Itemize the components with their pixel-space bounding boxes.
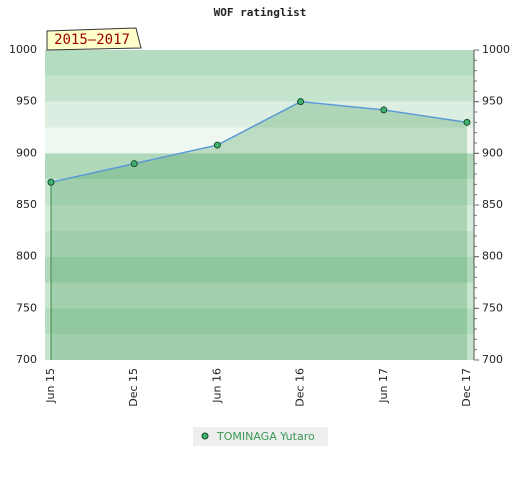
area (51, 101, 467, 361)
band (45, 179, 474, 205)
y-tick-label: 850 (16, 198, 37, 211)
marker (463, 118, 471, 126)
y2-tick-label: 950 (482, 95, 503, 108)
marker (380, 106, 388, 114)
line (50, 100, 468, 183)
y-tick-label: 750 (16, 301, 37, 314)
band (45, 127, 474, 154)
x-tick-label: Jun 15 (44, 368, 57, 404)
y2-tick-label: 900 (482, 146, 503, 159)
legend-box (193, 427, 328, 446)
marker (213, 141, 221, 149)
band (45, 282, 474, 309)
x-tick-label: Dec 17 (460, 368, 473, 407)
x-tick-label: Dec 16 (294, 368, 307, 407)
band (45, 153, 474, 180)
y-tick-label: 1000 (9, 43, 37, 56)
y-tick-label: 800 (16, 250, 37, 263)
band (45, 230, 474, 257)
band (45, 334, 474, 360)
band (45, 308, 474, 335)
y2-tick-label: 1000 (482, 43, 510, 56)
annotation-box (46, 27, 142, 51)
band (45, 75, 474, 102)
band (45, 205, 474, 231)
x-tick-label: Jun 17 (377, 368, 390, 404)
y2-tick-label: 800 (482, 250, 503, 263)
chart-title: WOF ratinglist (214, 6, 307, 19)
marker (130, 160, 138, 168)
marker (47, 178, 55, 186)
annotation: 2015–2017 (54, 32, 130, 48)
legend-label: TOMINAGA Yutaro (216, 430, 315, 443)
band (45, 256, 474, 283)
legend-marker (201, 432, 209, 440)
y-tick-label: 950 (16, 95, 37, 108)
y2-tick-label: 700 (482, 353, 503, 366)
x-tick-label: Jun 16 (210, 368, 223, 404)
band (45, 50, 474, 76)
y-tick-label: 900 (16, 146, 37, 159)
marker (297, 98, 305, 106)
x-tick-label: Dec 15 (127, 368, 140, 407)
y-tick-label: 700 (16, 353, 37, 366)
y2-tick-label: 850 (482, 198, 503, 211)
y2-tick-label: 750 (482, 301, 503, 314)
background-bands (45, 50, 474, 360)
